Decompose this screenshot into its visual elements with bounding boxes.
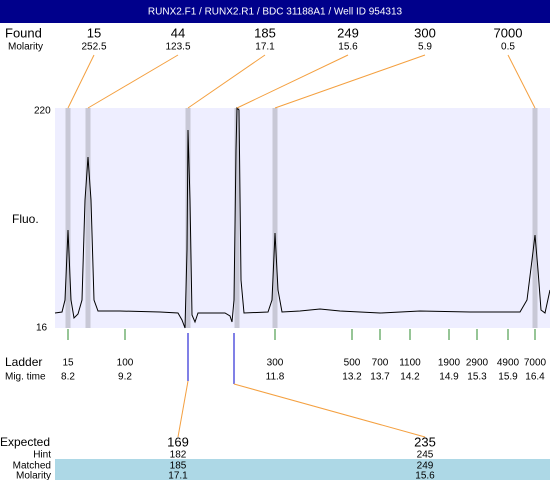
expected-label: Expected bbox=[0, 435, 50, 449]
hint-size: 245 bbox=[417, 450, 434, 461]
found-molarity: 0.5 bbox=[501, 42, 515, 53]
expected-size: 169 bbox=[167, 434, 189, 449]
title: RUNX2.F1 / RUNX2.R1 / BDC 31188A1 / Well… bbox=[148, 7, 403, 18]
found-connector bbox=[67, 54, 95, 109]
molarity-label: Molarity bbox=[8, 42, 43, 53]
matched-band bbox=[55, 459, 550, 480]
found-connector bbox=[187, 54, 266, 109]
hint-size: 182 bbox=[170, 450, 187, 461]
ladder-size: 4900 bbox=[497, 358, 520, 369]
matched-molarity: 17.1 bbox=[168, 471, 188, 480]
ladder-label: Ladder bbox=[5, 355, 42, 369]
ladder-size: 100 bbox=[117, 358, 134, 369]
ladder-size: 300 bbox=[267, 358, 284, 369]
ladder-size: 700 bbox=[372, 358, 389, 369]
ladder-size: 500 bbox=[344, 358, 361, 369]
matched-molarity: 15.6 bbox=[415, 471, 435, 480]
molarity-row-label: Molarity bbox=[16, 471, 51, 480]
ladder-size: 15 bbox=[62, 358, 74, 369]
ladder-size: 7000 bbox=[524, 358, 547, 369]
connector bbox=[177, 380, 189, 438]
peak-band bbox=[65, 108, 71, 328]
ladder-time: 11.8 bbox=[266, 372, 285, 383]
y-min-label: 16 bbox=[36, 323, 48, 334]
found-connector bbox=[274, 54, 426, 109]
y-max-label: 220 bbox=[34, 106, 51, 117]
found-molarity: 15.6 bbox=[338, 42, 358, 53]
found-size: 7000 bbox=[494, 25, 523, 40]
ladder-size: 1100 bbox=[399, 358, 421, 369]
found-connector bbox=[87, 54, 179, 109]
found-connector bbox=[236, 54, 349, 109]
peak-band bbox=[532, 108, 538, 328]
ladder-time: 14.9 bbox=[439, 372, 459, 383]
found-size: 249 bbox=[337, 25, 359, 40]
peak-band bbox=[272, 108, 278, 328]
peak-band bbox=[185, 108, 191, 328]
found-molarity: 252.5 bbox=[81, 42, 106, 53]
title-bar bbox=[0, 0, 550, 23]
y-axis-label: Fluo. bbox=[12, 212, 39, 226]
trace bbox=[54, 106, 550, 329]
ladder-time: 13.2 bbox=[342, 372, 362, 383]
matched-label: Matched bbox=[13, 461, 51, 472]
found-label: Found bbox=[5, 25, 42, 40]
peak-bands bbox=[65, 108, 538, 328]
found-connector bbox=[507, 54, 536, 109]
ladder-time: 15.9 bbox=[498, 372, 518, 383]
ladder-size: 2900 bbox=[466, 358, 489, 369]
peak-band bbox=[85, 108, 91, 328]
peak-band bbox=[234, 108, 240, 328]
found-size: 15 bbox=[87, 25, 101, 40]
found-molarity: 17.1 bbox=[255, 42, 275, 53]
found-molarity: 123.5 bbox=[165, 42, 190, 53]
plot-area bbox=[55, 108, 550, 328]
expected-size: 235 bbox=[414, 434, 436, 449]
matched-size: 249 bbox=[417, 461, 434, 472]
found-size: 300 bbox=[414, 25, 436, 40]
ladder-time: 15.3 bbox=[467, 372, 487, 383]
ladder-time: 13.7 bbox=[370, 372, 390, 383]
ladder-size: 1900 bbox=[438, 358, 461, 369]
found-size: 185 bbox=[254, 25, 276, 40]
matched-size: 185 bbox=[170, 461, 187, 472]
ladder-time: 16.4 bbox=[525, 372, 545, 383]
ladder-time: 9.2 bbox=[118, 372, 132, 383]
ladder-time: 8.2 bbox=[61, 372, 75, 383]
mig-time-label: Mig. time bbox=[5, 372, 46, 383]
ladder-time: 14.2 bbox=[400, 372, 420, 383]
found-size: 44 bbox=[171, 25, 185, 40]
hint-label: Hint bbox=[33, 450, 51, 461]
connector bbox=[233, 383, 426, 438]
found-molarity: 5.9 bbox=[418, 42, 432, 53]
